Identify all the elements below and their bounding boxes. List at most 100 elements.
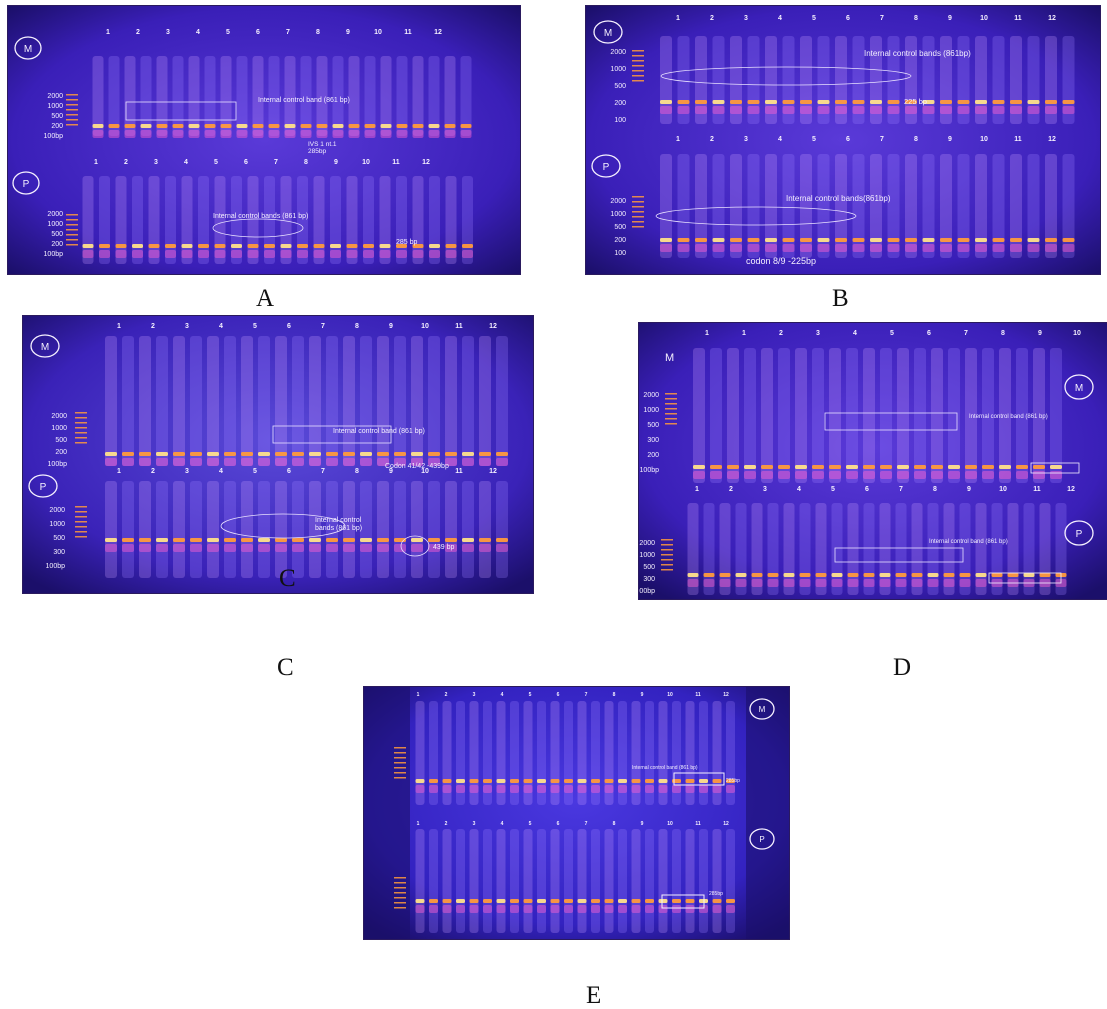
lane-smear: [396, 176, 407, 264]
lane-smear: [685, 829, 695, 933]
ladder-label: 1000: [643, 407, 659, 414]
lane-smear: [957, 154, 970, 258]
ladder-band: [75, 412, 87, 414]
band-glow: [496, 458, 508, 466]
dna-band: [198, 244, 209, 248]
band-glow: [122, 544, 134, 552]
dna-band: [412, 124, 424, 128]
dna-band: [139, 538, 151, 542]
lane-number: 11: [695, 692, 701, 698]
band-glow: [428, 458, 440, 466]
lane-number: 3: [185, 468, 189, 475]
lane-number: 1: [417, 821, 420, 827]
dna-band: [618, 899, 627, 903]
lane-number: 12: [723, 821, 729, 827]
lane-number: 12: [422, 159, 430, 166]
band-glow: [870, 244, 882, 252]
dna-band: [115, 244, 127, 248]
dna-band: [173, 452, 185, 456]
band-glow: [931, 471, 943, 479]
dna-band: [236, 124, 248, 128]
lane-number: 6: [557, 692, 560, 698]
dna-band: [1050, 465, 1062, 469]
band-glow: [220, 130, 232, 138]
band-size-note: 225 bp: [904, 97, 927, 106]
band-glow: [870, 106, 882, 114]
lane-smear: [699, 829, 708, 933]
band-glow: [330, 250, 341, 258]
lane-number: 2: [710, 136, 714, 143]
band-glow: [604, 785, 614, 793]
dna-band: [460, 124, 472, 128]
gel-image-panel-a: M P Internal control band (861 bp) IVS 1…: [7, 5, 521, 275]
lane-smear: [241, 481, 253, 578]
band-glow: [510, 905, 519, 913]
lane-numbers-bottom: 1 2 3 4 5 6 7 8 9 10 11 12: [417, 821, 729, 827]
band-glow: [591, 905, 600, 913]
dna-band: [411, 452, 423, 456]
gel-photo-d: M M P Internal control band (861 bp) Int…: [639, 323, 1107, 599]
band-glow: [914, 471, 926, 479]
dna-band: [122, 538, 134, 542]
lane-smear: [687, 503, 699, 595]
band-glow: [394, 458, 406, 466]
band-glow: [815, 579, 827, 587]
band-glow: [411, 458, 423, 466]
dna-band: [415, 779, 425, 783]
lane-smear: [1045, 154, 1057, 258]
band-glow: [264, 250, 275, 258]
band-glow: [429, 905, 438, 913]
ladder-band: [632, 221, 644, 223]
ladder-band: [661, 554, 673, 556]
dna-band: [346, 244, 358, 248]
band-glow: [396, 130, 408, 138]
lane-number: 11: [455, 468, 463, 475]
dna-band: [188, 124, 200, 128]
circle-marker-bottom: [12, 171, 40, 195]
dna-band: [280, 244, 292, 248]
dna-band: [852, 100, 865, 104]
band-glow: [940, 244, 952, 252]
lane-smear: [360, 481, 372, 578]
band-glow: [469, 905, 479, 913]
dna-band: [712, 100, 725, 104]
lane-number: 8: [355, 468, 359, 475]
lane-smear: [975, 154, 987, 258]
band-glow: [190, 458, 202, 466]
band-glow: [252, 130, 264, 138]
dna-band: [190, 452, 202, 456]
band-glow: [275, 544, 287, 552]
lane-numbers-top: 1 2 3 4 5 6 7 8 9 10 11 12: [117, 323, 497, 330]
band-glow: [645, 905, 654, 913]
band-glow: [92, 130, 104, 138]
band-glow: [275, 458, 287, 466]
lane-number: 1: [742, 330, 746, 337]
ladder-band: [661, 559, 673, 561]
band-glow: [1062, 244, 1075, 252]
band-glow: [415, 905, 425, 913]
dna-band: [122, 452, 134, 456]
lane-smear: [726, 829, 735, 933]
band-glow: [660, 244, 672, 252]
lane-smear: [188, 56, 200, 136]
lane-number: 4: [778, 15, 782, 22]
lane-smear: [429, 829, 438, 933]
band-glow: [346, 250, 358, 258]
internal-control-note: Internal control band (861 bp): [969, 414, 1048, 420]
band-glow: [835, 244, 847, 252]
lane-smear: [198, 176, 209, 264]
dna-band: [1010, 100, 1022, 104]
lane-smear: [761, 348, 773, 483]
lane-smear: [795, 348, 807, 483]
ladder-band: [394, 902, 406, 904]
dna-band: [445, 452, 457, 456]
lane-number: 7: [585, 821, 588, 827]
band-glow: [479, 458, 491, 466]
lane-smear: [880, 348, 892, 483]
dna-band: [959, 573, 971, 577]
lane-smear: [247, 176, 259, 264]
lane-number: 10: [667, 821, 673, 827]
lane-smear: [462, 176, 473, 264]
lane-smear: [297, 176, 308, 264]
lane-number: 7: [899, 486, 903, 493]
